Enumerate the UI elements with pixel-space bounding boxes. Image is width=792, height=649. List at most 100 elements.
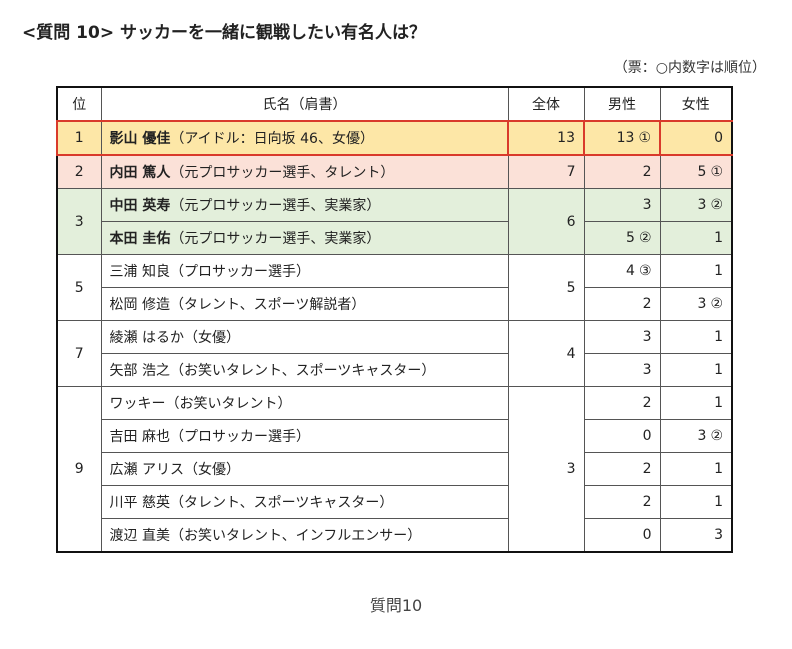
male-votes: 2 <box>642 296 652 312</box>
header-rank: 位 <box>56 86 102 122</box>
female-votes: 1 <box>714 494 723 510</box>
name-cell: 川平 慈英（タレント、スポーツキャスター） <box>100 485 509 519</box>
name-cell: 本田 圭佑（元プロサッカー選手、実業家） <box>100 221 509 255</box>
male-votes-cell: 3 <box>583 353 661 387</box>
male-votes-cell: 2 <box>583 154 661 189</box>
header-male: 男性 <box>583 86 661 122</box>
person-role: （お笑いタレント、スポーツキャスター） <box>169 363 436 379</box>
male-votes: 3 <box>642 329 652 345</box>
female-votes-cell: 1 <box>659 320 733 354</box>
person-role: （プロサッカー選手） <box>169 429 310 445</box>
female-votes: 3 <box>714 527 723 543</box>
name-cell: 中田 英寿（元プロサッカー選手、実業家） <box>100 188 509 222</box>
male-votes: 5 <box>626 230 635 246</box>
person-name: ワッキー <box>109 396 166 412</box>
total-cell: 13 <box>507 120 585 156</box>
person-role: （アイドル：日向坂 46、女優） <box>170 131 374 147</box>
female-votes: 1 <box>714 395 723 411</box>
header-name: 氏名（肩書） <box>100 86 509 122</box>
male-votes: 4 <box>626 263 635 279</box>
male-votes-cell: 2 <box>583 452 661 486</box>
header-row: 位 氏名（肩書） 全体 男性 女性 <box>56 86 733 122</box>
rank-cell: 2 <box>56 154 102 189</box>
name-cell: 内田 篤人（元プロサッカー選手、タレント） <box>100 154 509 189</box>
name-cell: 影山 優佳（アイドル：日向坂 46、女優） <box>100 120 509 156</box>
rank-cell: 3 <box>56 188 102 255</box>
male-votes: 2 <box>642 494 652 510</box>
person-role: （プロサッカー選手） <box>169 264 310 280</box>
name-cell: ワッキー（お笑いタレント） <box>100 386 509 420</box>
total-cell: 5 <box>507 254 585 321</box>
table-row: 7 綾瀬 はるか（女優） 4 3 1 <box>56 320 733 387</box>
table-row: 5 三浦 知良（プロサッカー選手） 5 4 ③ 1 <box>56 254 733 321</box>
male-votes-cell: 0 <box>583 419 661 453</box>
person-name: 三浦 知良 <box>109 264 170 280</box>
header-total: 全体 <box>507 86 585 122</box>
header-female: 女性 <box>659 86 733 122</box>
name-cell: 松岡 修造（タレント、スポーツ解説者） <box>100 287 509 321</box>
person-role: （お笑いタレント） <box>165 396 292 412</box>
female-votes: 3 <box>697 197 707 213</box>
female-votes: 5 <box>697 164 707 180</box>
name-cell: 矢部 浩之（お笑いタレント、スポーツキャスター） <box>100 353 509 387</box>
female-votes-cell: 1 <box>659 452 733 486</box>
female-votes-cell: 1 <box>659 221 733 255</box>
male-votes-cell: 0 <box>583 518 661 553</box>
person-role: （女優） <box>183 462 240 478</box>
male-rank-badge: ① <box>638 130 651 146</box>
name-cell: 吉田 麻也（プロサッカー選手） <box>100 419 509 453</box>
person-role: （女優） <box>183 330 240 346</box>
male-votes-cell: 2 <box>583 485 661 519</box>
female-votes-cell: 0 <box>659 120 733 156</box>
male-votes: 0 <box>642 527 652 543</box>
person-name: 広瀬 アリス <box>109 462 184 478</box>
female-votes-cell: 1 <box>659 386 733 420</box>
person-name: 影山 優佳 <box>109 131 171 147</box>
name-cell: 広瀬 アリス（女優） <box>100 452 509 486</box>
female-votes: 1 <box>714 461 723 477</box>
table-row: 松岡 修造（タレント、スポーツ解説者） 2 3 ② <box>57 287 733 321</box>
female-votes: 3 <box>697 428 707 444</box>
table-row: 1 影山 優佳（アイドル：日向坂 46、女優） 13 13 ① 0 <box>56 120 733 156</box>
female-votes: 1 <box>714 263 723 279</box>
table-row: 広瀬 アリス（女優） 2 1 <box>57 452 733 486</box>
female-votes-cell: 1 <box>659 485 733 519</box>
female-votes-cell: 1 <box>659 254 733 288</box>
male-rank-badge: ③ <box>638 263 652 279</box>
female-votes: 1 <box>714 362 723 378</box>
results-table: 位 氏名（肩書） 全体 男性 女性 1 影山 優佳（アイドル：日向坂 46、女優）… <box>56 86 733 553</box>
person-name: 綾瀬 はるか <box>109 330 184 346</box>
female-votes: 1 <box>714 329 723 345</box>
page-title: <質問 10> サッカーを一緒に観戦したい有名人は？ <box>22 23 426 43</box>
rank-cell: 7 <box>56 320 102 387</box>
person-name: 本田 圭佑 <box>109 231 171 247</box>
table-row: 渡辺 直美（お笑いタレント、インフルエンサー） 0 3 <box>57 518 733 553</box>
name-cell: 渡辺 直美（お笑いタレント、インフルエンサー） <box>100 518 509 553</box>
table-row: 川平 慈英（タレント、スポーツキャスター） 2 1 <box>57 485 733 519</box>
male-votes: 2 <box>642 395 652 411</box>
person-role: （元プロサッカー選手、タレント） <box>170 165 395 181</box>
female-votes-cell: 1 <box>659 353 733 387</box>
male-votes-cell: 2 <box>583 287 661 321</box>
name-cell: 綾瀬 はるか（女優） <box>100 320 509 354</box>
female-rank-badge: ① <box>710 164 723 180</box>
figure-caption: 質問10 <box>369 596 423 615</box>
total-cell: 3 <box>507 386 585 553</box>
female-rank-badge: ② <box>710 428 723 444</box>
table-row: 9 ワッキー（お笑いタレント） 3 2 1 <box>56 386 733 553</box>
male-votes: 2 <box>642 164 652 180</box>
person-name: 矢部 浩之 <box>109 363 170 379</box>
table-row: 矢部 浩之（お笑いタレント、スポーツキャスター） 3 1 <box>57 353 733 387</box>
female-votes: 1 <box>714 230 723 246</box>
person-name: 吉田 麻也 <box>109 429 170 445</box>
total-cell: 4 <box>507 320 585 387</box>
name-cell: 三浦 知良（プロサッカー選手） <box>100 254 509 288</box>
person-name: 中田 英寿 <box>109 198 171 214</box>
person-name: 内田 篤人 <box>109 165 171 181</box>
person-role: （元プロサッカー選手、実業家） <box>170 198 381 214</box>
male-votes-cell: 13 ① <box>583 120 661 156</box>
vote-note: （票：○内数字は順位） <box>613 60 766 76</box>
